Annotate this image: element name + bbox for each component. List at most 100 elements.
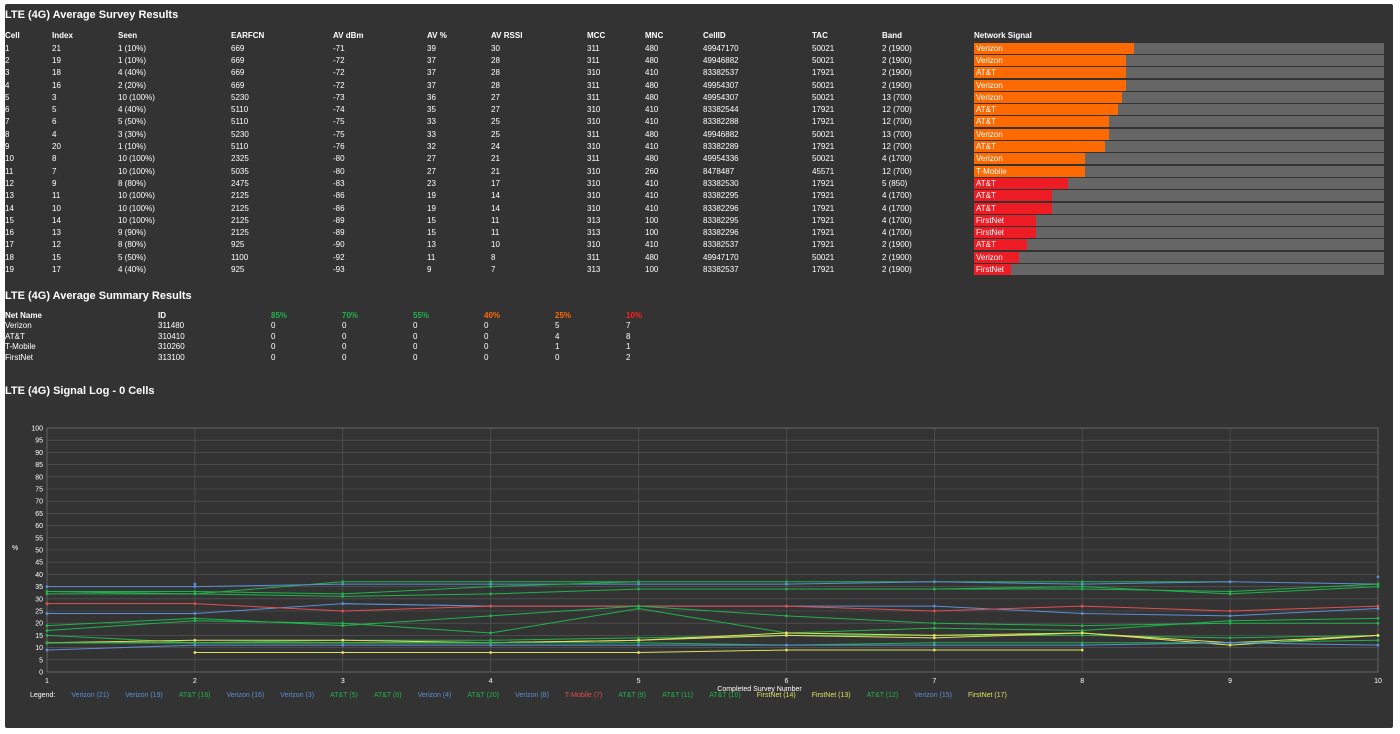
chart-legend: Legend: Verizon (21) Verizon (19) AT&T (18…	[30, 692, 1023, 699]
survey-tac: 17921	[812, 178, 835, 188]
series-point	[489, 604, 493, 608]
series-point	[1080, 582, 1084, 586]
series-point	[932, 621, 936, 625]
summary-count: 0	[413, 342, 418, 352]
header-mnc: MNC	[645, 30, 664, 40]
survey-mcc: 311	[587, 252, 600, 262]
survey-earfcn: 2125	[231, 228, 249, 238]
summary-count: 0	[271, 342, 276, 352]
series-point	[489, 638, 493, 642]
survey-dbm: -76	[333, 142, 345, 152]
survey-pct: 37	[427, 68, 436, 78]
survey-cellid: 49954307	[703, 92, 739, 102]
survey-rssi: 11	[491, 215, 500, 225]
series-point	[341, 624, 345, 628]
series-point	[1376, 607, 1380, 610]
survey-dbm: -86	[333, 203, 345, 213]
series-point	[1376, 638, 1380, 642]
survey-tac: 17921	[812, 68, 835, 78]
x-tick-label: 6	[784, 678, 788, 685]
series-point	[932, 636, 936, 640]
survey-mnc: 480	[645, 154, 659, 164]
summary-count: 0	[484, 331, 489, 341]
survey-tac: 17921	[812, 228, 835, 238]
series-point	[193, 582, 197, 586]
survey-dbm: -75	[333, 129, 345, 139]
x-tick-label: 8	[1080, 678, 1084, 685]
signal-bar: AT&T	[974, 67, 1384, 79]
y-tick-label: 5	[39, 657, 43, 664]
series-point	[785, 580, 788, 584]
series-point	[193, 638, 197, 642]
survey-mcc: 310	[587, 166, 601, 176]
survey-index: 18	[52, 68, 61, 78]
series-point	[45, 602, 49, 606]
series-point	[341, 621, 345, 625]
survey-band: 2 (1900)	[882, 240, 912, 250]
series-point	[1228, 641, 1232, 645]
signal-bar-fill	[974, 79, 1126, 91]
survey-mcc: 310	[587, 191, 601, 201]
series-point	[932, 641, 936, 645]
survey-row: 2 19 1 (10%) 669 -72 37 28 311 480 49946882 50021 2…	[5, 54, 1387, 66]
survey-rssi: 14	[491, 191, 500, 201]
series-point	[932, 626, 936, 630]
network-signal-cell: AT&T	[974, 202, 1387, 214]
survey-index: 13	[52, 228, 61, 238]
survey-seen: 4 (40%)	[118, 68, 147, 78]
signal-bar-fill	[974, 263, 1011, 275]
survey-band: 12 (700)	[882, 166, 912, 176]
survey-dbm: -90	[333, 240, 345, 250]
summary-table: Net Name ID 85% 70% 55% 40% 25% 10% Verizon 3114…	[5, 310, 645, 363]
survey-cell: 13	[5, 191, 14, 201]
network-signal-cell: FirstNet	[974, 263, 1387, 275]
survey-index: 17	[52, 264, 61, 274]
survey-tac: 17921	[812, 117, 835, 127]
survey-rssi: 25	[491, 129, 500, 139]
signal-net-name: AT&T	[976, 105, 996, 115]
survey-earfcn: 669	[231, 80, 245, 90]
survey-seen: 10 (100%)	[118, 191, 155, 201]
survey-cell: 15	[5, 215, 14, 225]
legend-item: Verizon (8)	[515, 692, 549, 699]
signal-net-name: Verizon	[976, 129, 1003, 139]
survey-rssi: 28	[491, 68, 500, 78]
summary-count: 0	[484, 342, 489, 352]
signal-bar: FirstNet	[974, 227, 1384, 239]
survey-pct: 13	[427, 240, 436, 250]
summary-count: 5	[555, 321, 560, 331]
series-point	[1080, 648, 1084, 652]
survey-tac: 17921	[812, 215, 835, 225]
survey-seen: 4 (40%)	[118, 105, 147, 115]
survey-row: 19 17 4 (40%) 925 -93 9 7 313 100 83382537 17921 2 …	[5, 263, 1387, 275]
series-point	[193, 641, 197, 645]
series-point	[932, 634, 936, 637]
survey-earfcn: 5230	[231, 92, 249, 102]
summary-count: 1	[626, 342, 631, 352]
network-signal-cell: FirstNet	[974, 214, 1387, 226]
survey-seen: 5 (50%)	[118, 117, 147, 127]
survey-cellid: 83382288	[703, 117, 739, 127]
y-tick-label: 60	[35, 523, 43, 530]
survey-pct: 19	[427, 203, 436, 213]
series-point	[1080, 624, 1084, 628]
series-point	[1228, 643, 1232, 647]
summary-net-name: FirstNet	[5, 352, 33, 362]
series-point	[193, 651, 197, 654]
series-point	[45, 585, 49, 588]
series-point	[932, 604, 936, 608]
survey-band: 4 (1700)	[882, 215, 912, 225]
x-tick-label: 4	[489, 678, 493, 685]
survey-seen: 10 (100%)	[118, 154, 155, 164]
survey-row: 15 14 10 (100%) 2125 -89 15 11 313 100 83382295 17…	[5, 214, 1387, 226]
survey-seen: 10 (100%)	[118, 92, 155, 102]
series-point	[1376, 634, 1380, 637]
legend-item: AT&T (11)	[662, 692, 694, 699]
series-point	[932, 648, 936, 652]
survey-tac: 17921	[812, 191, 835, 201]
series-point	[341, 580, 345, 584]
legend-item: AT&T (12)	[866, 692, 899, 699]
survey-cell: 6	[5, 105, 10, 115]
survey-earfcn: 2475	[231, 178, 249, 188]
